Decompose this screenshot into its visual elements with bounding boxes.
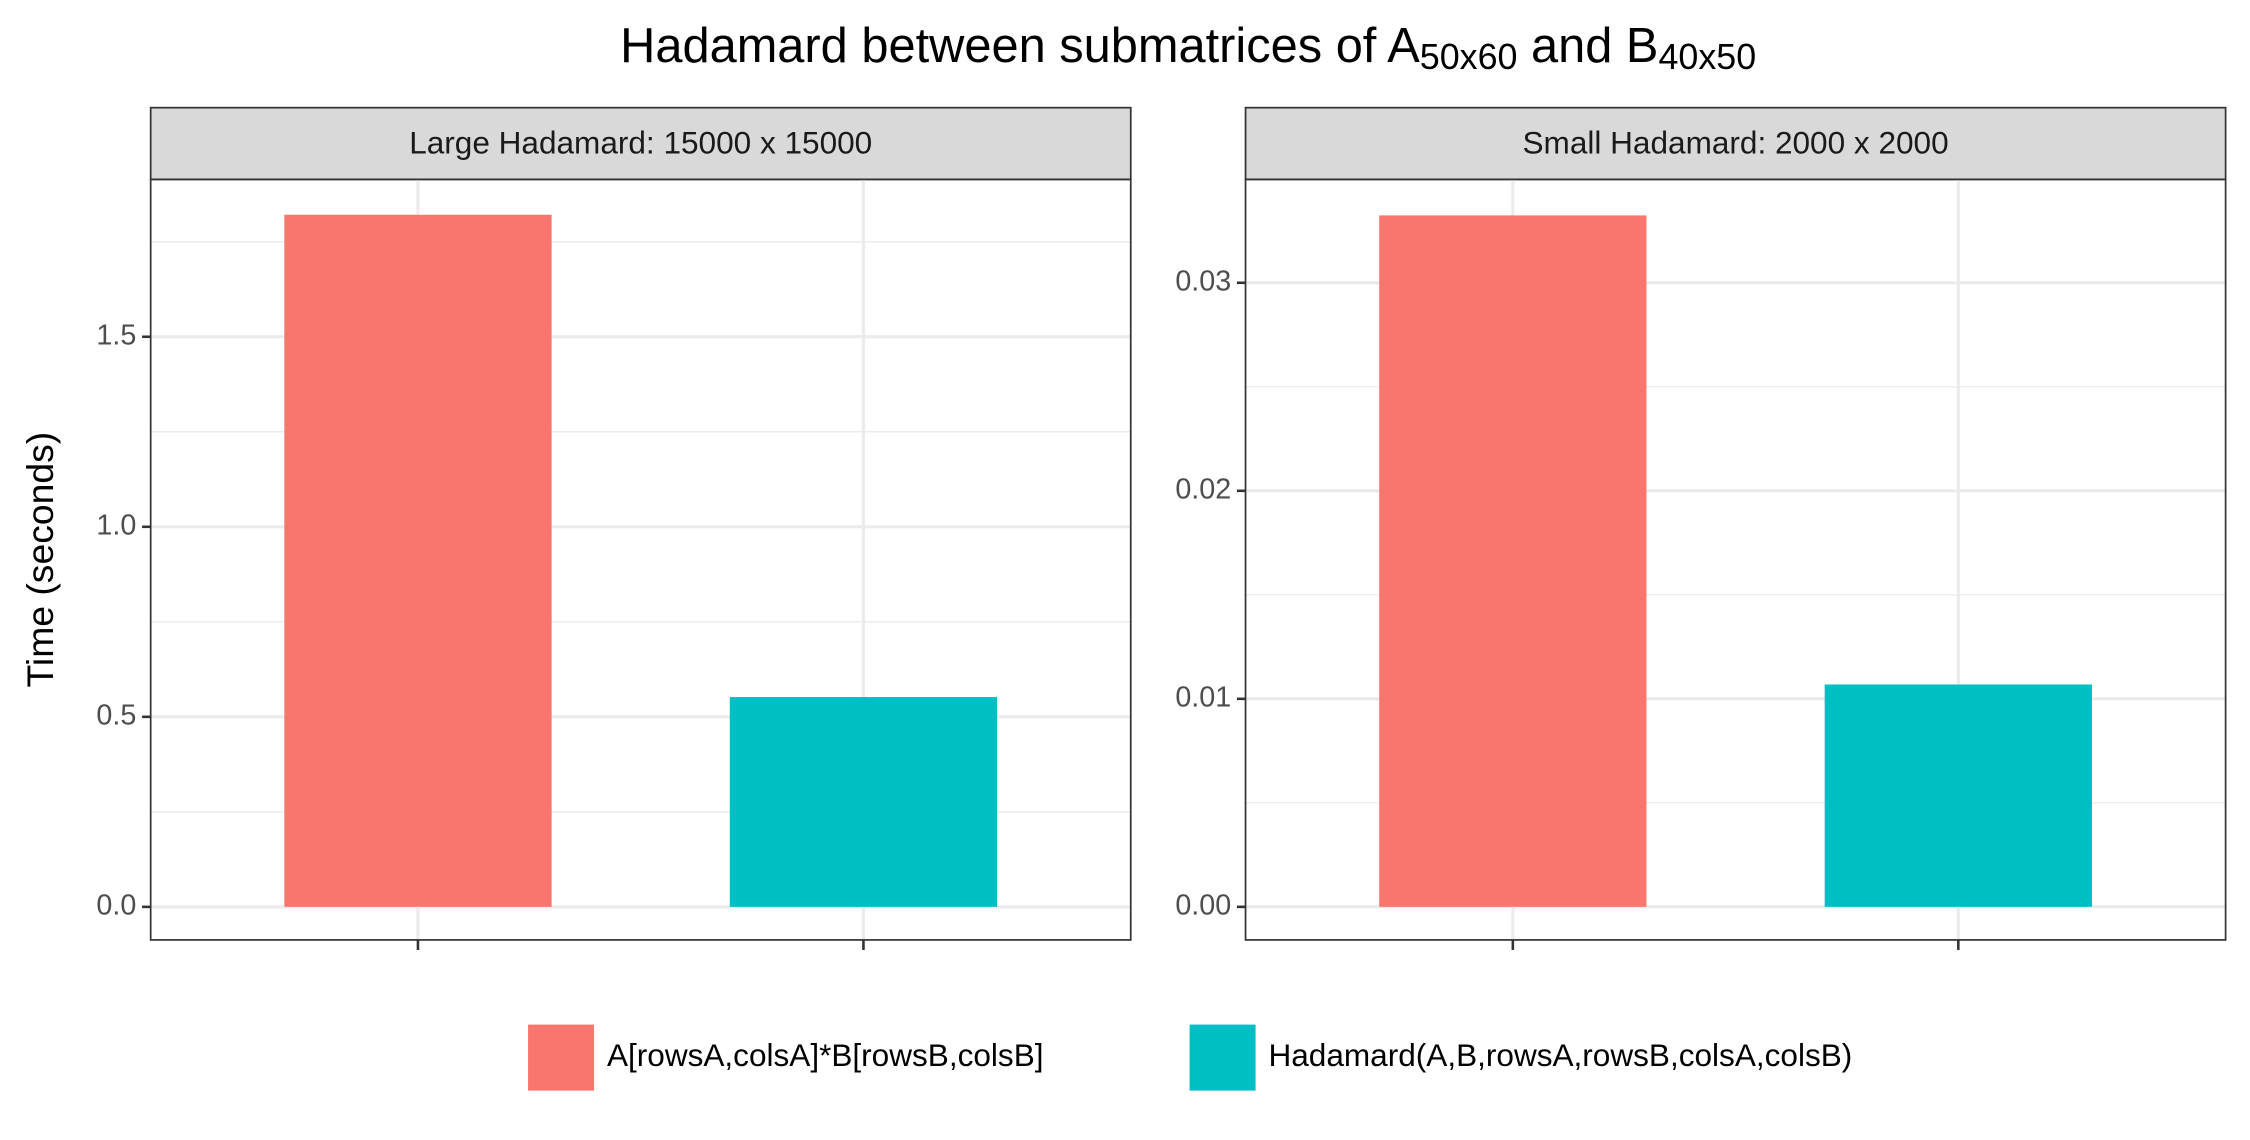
bar bbox=[1824, 684, 2092, 907]
y-axis-label: Time (seconds) bbox=[19, 432, 61, 688]
facet-label: Large Hadamard: 15000 x 15000 bbox=[409, 124, 872, 160]
facet-label: Small Hadamard: 2000 x 2000 bbox=[1523, 124, 1949, 160]
title-part: Hadamard between submatrices of A bbox=[620, 19, 1420, 73]
facet-strip bbox=[1244, 106, 2227, 181]
y-tick-label: 0.01 bbox=[1175, 681, 1231, 713]
chart-title: Hadamard between submatrices of A50x60 a… bbox=[620, 19, 1756, 77]
y-tick-label: 0.5 bbox=[96, 699, 136, 731]
y-tick-label: 1.5 bbox=[96, 319, 136, 351]
legend-key bbox=[528, 1024, 595, 1091]
bar bbox=[729, 697, 998, 907]
y-tick-label: 1.0 bbox=[96, 509, 136, 541]
legend-label: A[rowsA,colsA]*B[rowsB,colsB] bbox=[607, 1037, 1044, 1073]
facet-strip bbox=[149, 106, 1132, 181]
y-tick-label: 0.03 bbox=[1175, 265, 1231, 297]
legend-label: Hadamard(A,B,rowsA,rowsB,colsA,colsB) bbox=[1268, 1037, 1852, 1073]
y-tick-label: 0.0 bbox=[96, 889, 136, 921]
title-part: 50x60 bbox=[1420, 37, 1518, 77]
y-tick-label: 0.02 bbox=[1175, 473, 1231, 505]
bar bbox=[1379, 215, 1647, 907]
panel-border bbox=[149, 178, 1132, 941]
title-part: and B bbox=[1517, 19, 1658, 73]
bar bbox=[284, 214, 552, 907]
legend-key bbox=[1189, 1024, 1256, 1091]
y-tick-label: 0.00 bbox=[1175, 889, 1231, 921]
panel-border bbox=[1244, 178, 2227, 941]
title-part: 40x50 bbox=[1658, 37, 1756, 77]
